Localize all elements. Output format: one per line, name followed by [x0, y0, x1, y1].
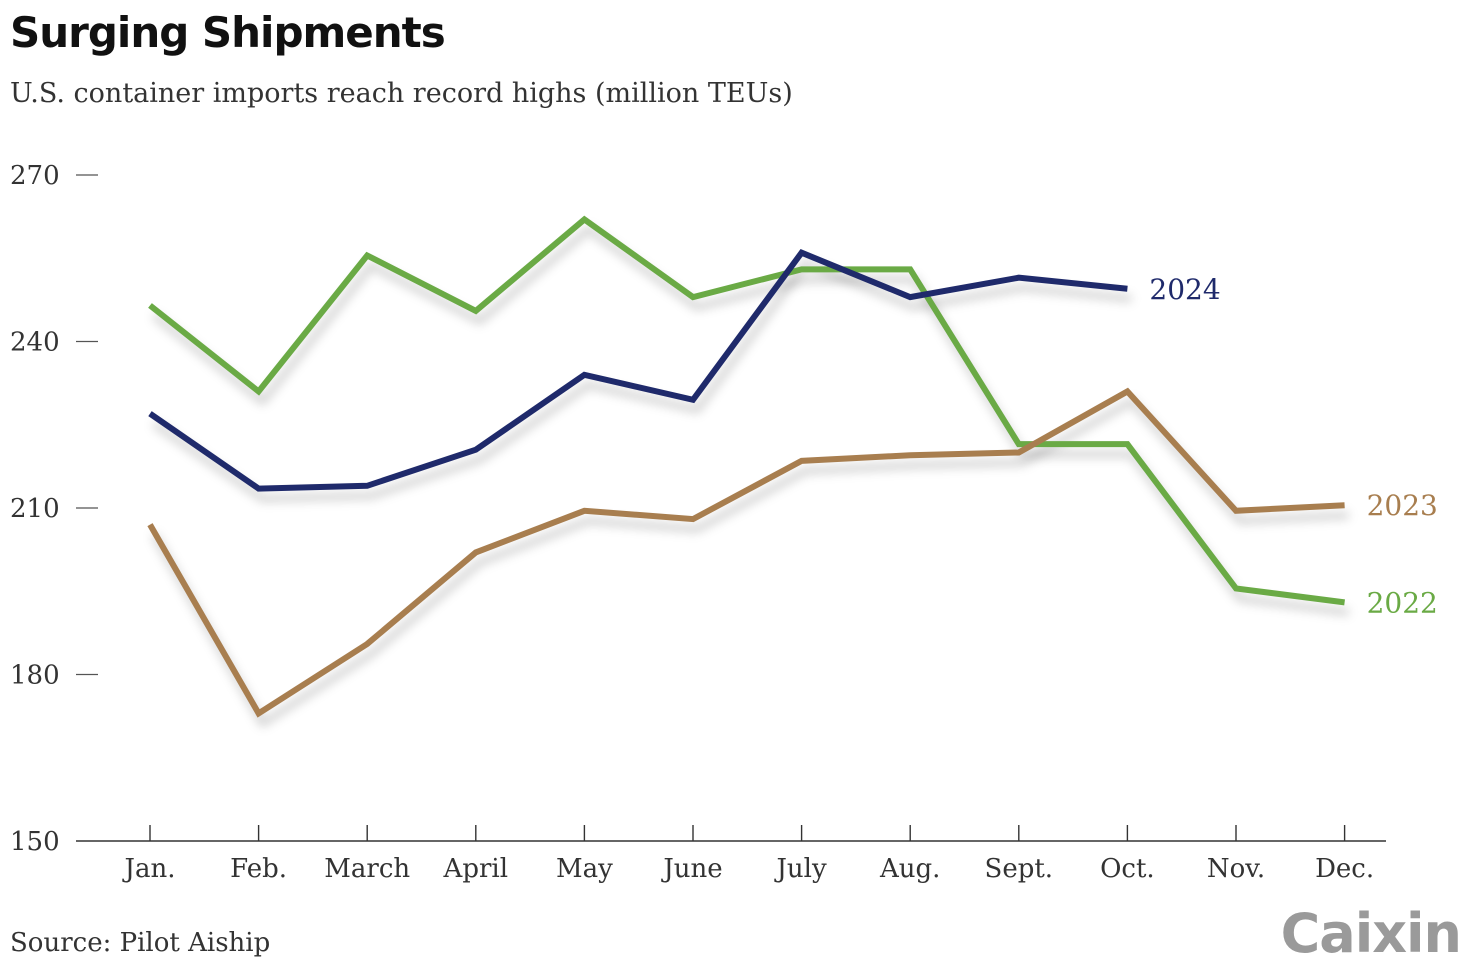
x-tick-label: April — [443, 854, 508, 884]
x-tick-label: Dec. — [1315, 854, 1374, 884]
y-tick-label: 210 — [10, 494, 60, 524]
x-tick-label: Sept. — [985, 854, 1054, 884]
x-tick-label: Oct. — [1100, 854, 1155, 884]
series-label-2024: 2024 — [1149, 273, 1220, 306]
x-axis: Jan. Feb. March April May June July Aug. Sept. Oc… — [76, 825, 1386, 884]
series-shadow-2024 — [152, 259, 1132, 503]
source-note: Source: Pilot Aiship — [10, 928, 271, 958]
series-label-2023: 2023 — [1367, 489, 1438, 522]
series-labels: 2022 2023 2024 — [1149, 273, 1437, 620]
x-tick-label: Jan. — [122, 854, 176, 884]
x-tick-label: Aug. — [879, 854, 940, 884]
x-tick-label: Nov. — [1207, 854, 1265, 884]
y-tick-label: 270 — [10, 161, 60, 191]
y-tick-label: 150 — [10, 827, 60, 857]
x-tick-label: June — [660, 854, 722, 884]
series-line-2022 — [148, 215, 1345, 606]
x-tick-label: May — [556, 854, 613, 884]
caixin-logo: Caixin — [1280, 902, 1462, 965]
x-tick-label: Feb. — [230, 854, 287, 884]
series-lines — [147, 215, 1345, 718]
chart-subtitle: U.S. container imports reach record high… — [10, 78, 793, 109]
x-tick-label: July — [774, 854, 827, 884]
chart-title: Surging Shipments — [10, 8, 446, 57]
series-shadow-2023 — [150, 397, 1349, 727]
series-label-2022: 2022 — [1367, 586, 1438, 619]
series-line-2024 — [148, 249, 1128, 492]
series-line-2023 — [147, 387, 1345, 718]
y-tick-label: 180 — [10, 661, 60, 691]
y-axis: 150 180 210 240 270 — [10, 161, 98, 857]
y-tick-label: 240 — [10, 328, 60, 358]
x-tick-label: March — [324, 854, 410, 884]
